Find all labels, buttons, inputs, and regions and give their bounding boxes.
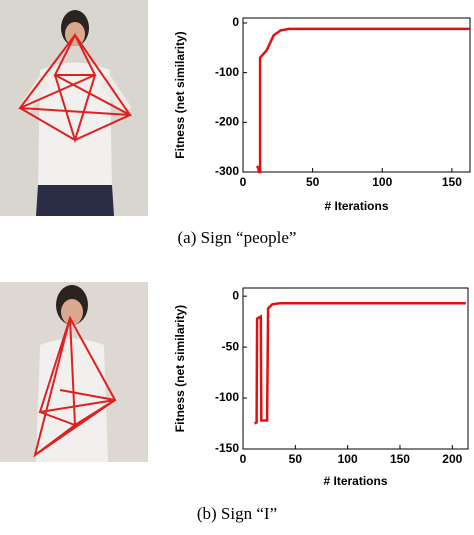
line-series: [255, 27, 470, 174]
x-tick-label: 100: [338, 452, 358, 466]
y-tick-label: -50: [222, 339, 240, 353]
y-tick-label: -100: [215, 65, 239, 79]
x-tick-label: 50: [289, 452, 303, 466]
photo: [0, 282, 148, 462]
y-tick-label: -300: [215, 164, 239, 178]
x-tick-label: 150: [442, 175, 462, 189]
y-tick-label: -150: [215, 441, 239, 455]
caption: (b) Sign “I”: [197, 504, 277, 523]
x-axis-label: # Iterations: [323, 474, 387, 488]
line-series: [253, 302, 466, 425]
y-axis-label: Fitness (net similarity): [173, 305, 187, 432]
y-tick-label: -100: [215, 390, 239, 404]
y-tick-label: 0: [232, 288, 239, 302]
x-tick-label: 0: [240, 452, 247, 466]
plot-frame: [242, 287, 469, 450]
x-tick-label: 0: [240, 175, 247, 189]
y-axis-label: Fitness (net similarity): [173, 31, 187, 158]
y-tick-label: 0: [232, 15, 239, 29]
plot-frame: [242, 17, 471, 173]
photo: [0, 0, 148, 216]
x-tick-label: 200: [442, 452, 462, 466]
x-tick-label: 50: [306, 175, 320, 189]
caption: (a) Sign “people”: [178, 228, 297, 247]
x-axis-label: # Iterations: [324, 199, 388, 213]
x-tick-label: 100: [372, 175, 392, 189]
y-tick-label: -200: [215, 114, 239, 128]
x-tick-label: 150: [390, 452, 410, 466]
